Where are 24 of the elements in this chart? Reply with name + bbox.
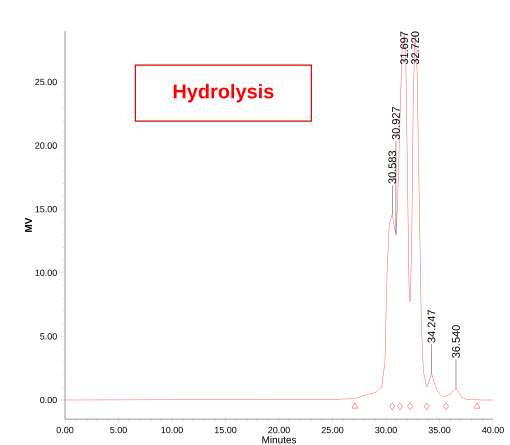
y-tick-label: 20.00 [35,142,57,149]
text: Hydrolysis [174,84,274,102]
y-tick-label: 5.00 [40,333,57,340]
y-tick-label: 0.00 [40,396,57,404]
y-tick-label: 15.00 [35,206,57,212]
annotation: 36.540 [452,325,460,358]
x-tick-label: 35.00 [428,426,450,434]
x-tick-label: 5.00 [110,426,127,434]
x-tick-label: 20.00 [268,426,290,434]
x-tick-label: 10.00 [161,426,183,434]
x-tick-label: 40.00 [482,426,504,434]
x-tick-label: 15.00 [214,426,236,434]
annotation: 30.583 [388,150,396,184]
x-tick-label: 0.00 [56,426,74,434]
annotation: 30.927 [392,106,400,140]
x-tick-label: 30.00 [375,426,397,434]
annotation: 31.697 [400,32,408,64]
x-axis-title: Minutes [262,436,296,444]
y-tick-label: 25.00 [35,78,57,86]
x-tick-label: 25.00 [322,426,344,434]
y-axis-title: MV [25,218,32,232]
y-tick-label: 10.00 [35,270,57,276]
annotation: 32.720 [411,32,419,64]
annotation: 34.247 [428,310,436,343]
